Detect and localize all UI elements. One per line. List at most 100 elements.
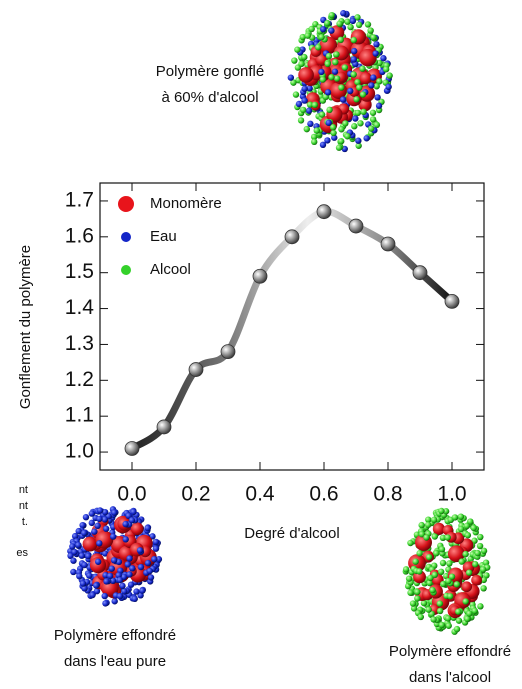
cropped-text: t. <box>22 516 28 528</box>
molecule <box>106 572 114 580</box>
molecule <box>306 101 314 108</box>
molecule <box>338 138 345 145</box>
molecule <box>342 120 349 127</box>
molecule <box>425 516 432 523</box>
molecule <box>115 572 122 579</box>
molecule <box>416 550 423 557</box>
molecule <box>124 561 131 568</box>
molecule <box>116 592 124 600</box>
molecule <box>386 72 393 79</box>
legend-marker <box>121 265 131 275</box>
molecule <box>326 106 333 114</box>
molecule <box>354 78 361 86</box>
molecule <box>110 557 118 564</box>
molecule <box>424 521 432 529</box>
legend-marker <box>118 196 134 212</box>
molecule <box>79 521 86 529</box>
molecule <box>318 33 325 41</box>
monomer <box>471 574 483 586</box>
molecule <box>453 625 461 633</box>
molecule <box>101 508 109 516</box>
molecule <box>329 124 337 131</box>
molecule <box>79 580 87 587</box>
annotation: dans l'alcool <box>409 669 491 686</box>
molecule <box>131 595 138 603</box>
legend-marker <box>121 232 131 242</box>
molecule <box>328 74 335 81</box>
molecule <box>414 588 421 596</box>
molecule <box>91 528 98 535</box>
molecule <box>447 593 454 600</box>
molecule <box>93 587 101 595</box>
molecule <box>301 85 308 92</box>
molecule <box>370 34 377 41</box>
molecule <box>306 85 313 92</box>
molecule <box>463 522 471 530</box>
molecule <box>418 521 425 529</box>
molecule <box>440 580 447 588</box>
molecule <box>103 525 110 532</box>
molecule <box>412 558 419 565</box>
molecule <box>109 533 117 540</box>
molecule <box>69 543 76 550</box>
molecule <box>354 14 361 21</box>
molecule <box>294 46 301 53</box>
molecule <box>332 58 339 66</box>
molecule <box>464 532 472 539</box>
molecule <box>81 561 88 569</box>
annotation: Polymère effondré <box>389 643 511 660</box>
molecule <box>335 144 343 151</box>
molecule <box>71 532 79 540</box>
molecule <box>439 559 447 567</box>
x-tick-label: 1.0 <box>437 483 466 506</box>
molecule <box>433 550 440 557</box>
molecule-images <box>67 10 491 635</box>
molecule <box>347 23 354 31</box>
molecule <box>86 572 93 579</box>
molecule <box>356 84 363 91</box>
molecule <box>298 60 305 68</box>
molecule <box>290 79 297 86</box>
molecule <box>75 541 82 549</box>
molecule <box>359 65 366 72</box>
molecule <box>299 33 307 41</box>
molecule <box>133 588 140 595</box>
molecule <box>439 534 447 542</box>
molecule <box>350 56 358 63</box>
molecule <box>350 71 357 78</box>
data-point <box>188 362 204 377</box>
molecule <box>409 600 417 607</box>
x-tick-label: 0.6 <box>309 483 338 506</box>
molecule <box>137 563 145 571</box>
molecule <box>380 55 387 62</box>
molecule <box>438 546 446 553</box>
x-tick-label: 0.0 <box>117 483 146 506</box>
molecule <box>146 567 154 575</box>
monomer <box>89 557 107 574</box>
molecule <box>347 87 354 95</box>
molecule <box>318 111 326 118</box>
molecule <box>455 608 462 615</box>
fit-curve <box>128 208 456 452</box>
molecule <box>304 32 311 39</box>
monomer <box>298 67 314 83</box>
molecule <box>319 76 326 83</box>
molecule <box>152 545 160 552</box>
molecule <box>405 575 413 582</box>
monomer <box>359 72 372 85</box>
molecule <box>144 559 152 567</box>
molecule <box>465 569 473 576</box>
molecule <box>81 585 88 592</box>
molecule <box>420 599 428 607</box>
molecule <box>367 27 374 34</box>
molecule <box>444 615 452 622</box>
molecule <box>126 571 133 578</box>
molecule <box>462 550 469 558</box>
molecule <box>340 10 347 17</box>
molecule <box>75 527 82 535</box>
y-tick-label: 1.3 <box>65 332 94 355</box>
y-axis-label: Gonflement du polymère <box>17 245 34 409</box>
molecule <box>311 101 319 109</box>
x-tick-label: 0.2 <box>181 483 210 506</box>
molecule <box>94 558 102 565</box>
